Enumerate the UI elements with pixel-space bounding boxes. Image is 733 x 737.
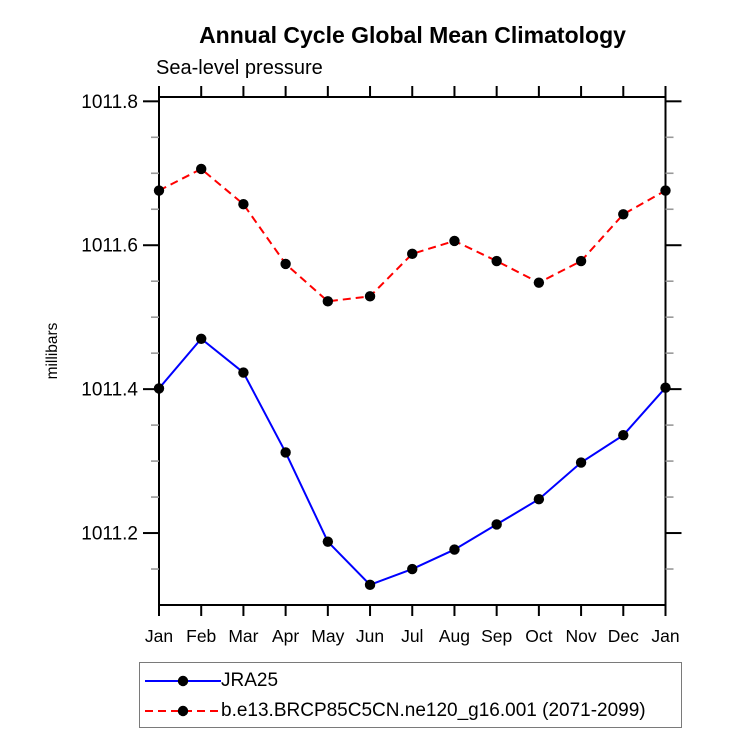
data-point-marker: [618, 209, 629, 220]
chart-title: Annual Cycle Global Mean Climatology: [199, 22, 626, 48]
data-point-marker: [660, 382, 671, 393]
plot-area: Jan Feb Mar Apr May Jun Jul Aug Sep Oct Nov Dec Jan 1…: [44, 86, 682, 646]
data-point-marker: [575, 457, 587, 468]
y-tick-label: 1011.8: [81, 92, 138, 113]
data-point-marker: [449, 235, 460, 247]
x-tick-label: Nov: [566, 626, 597, 646]
data-point-marker: [491, 255, 502, 267]
y-axis-title: millibars: [44, 322, 61, 379]
legend-entry-model: b.e13.BRCP85C5CN.ne120_g16.001 (2071-209…: [143, 696, 646, 726]
legend-entry-jra25: JRA25: [143, 666, 278, 696]
legend-marker: [177, 675, 189, 687]
data-point-marker: [153, 383, 165, 394]
data-point-marker: [533, 494, 545, 505]
x-tick-label: Mar: [228, 626, 258, 646]
data-point-marker: [660, 185, 671, 196]
legend-label: b.e13.BRCP85C5CN.ne120_g16.001 (2071-209…: [221, 700, 646, 721]
data-point-marker: [449, 544, 460, 555]
x-tick-label: Jun: [356, 626, 384, 646]
data-point-marker: [153, 185, 165, 196]
data-point-marker: [280, 447, 291, 458]
legend-line-sample-solid: [145, 675, 221, 687]
data-point-marker: [196, 333, 207, 344]
data-point-marker: [618, 429, 629, 441]
x-tick-label: May: [311, 626, 344, 646]
x-tick-label: Dec: [608, 626, 639, 646]
chart-subtitle: Sea-level pressure: [156, 57, 323, 79]
data-point-marker: [575, 255, 587, 267]
y-tick-label: 1011.2: [81, 524, 138, 545]
x-tick-label: Jul: [401, 626, 423, 646]
x-tick-label: Feb: [186, 626, 216, 646]
x-tick-label: Sep: [481, 626, 512, 646]
data-point-marker: [238, 367, 249, 378]
data-point-marker: [491, 519, 502, 530]
legend-line-sample-dashed: [145, 705, 221, 717]
data-point-marker: [322, 536, 334, 547]
x-tick-label: Oct: [525, 626, 552, 646]
data-point-marker: [322, 296, 334, 307]
y-tick-label: 1011.6: [81, 236, 138, 257]
legend-label: JRA25: [221, 670, 279, 691]
data-point-marker: [280, 258, 291, 270]
y-tick-label: 1011.4: [81, 380, 138, 401]
x-tick-label: Jan: [145, 626, 173, 646]
data-point-marker: [364, 579, 376, 591]
legend: JRA25 b.e13.BRCP85C5CN.ne120_g16.001 (20…: [139, 662, 682, 728]
data-point-marker: [364, 291, 376, 302]
legend-marker: [177, 705, 189, 717]
x-tick-label: Jan: [651, 626, 679, 646]
series-line-0: [158, 337, 667, 587]
x-tick-label: Aug: [439, 626, 470, 646]
x-tick-label: Apr: [272, 626, 299, 646]
data-point-marker: [407, 248, 418, 260]
plot-frame: [158, 96, 667, 606]
data-point-marker: [196, 163, 207, 175]
data-point-marker: [238, 199, 249, 210]
series-line-1: [158, 167, 666, 303]
data-point-marker: [533, 277, 545, 288]
data-point-marker: [407, 563, 418, 575]
